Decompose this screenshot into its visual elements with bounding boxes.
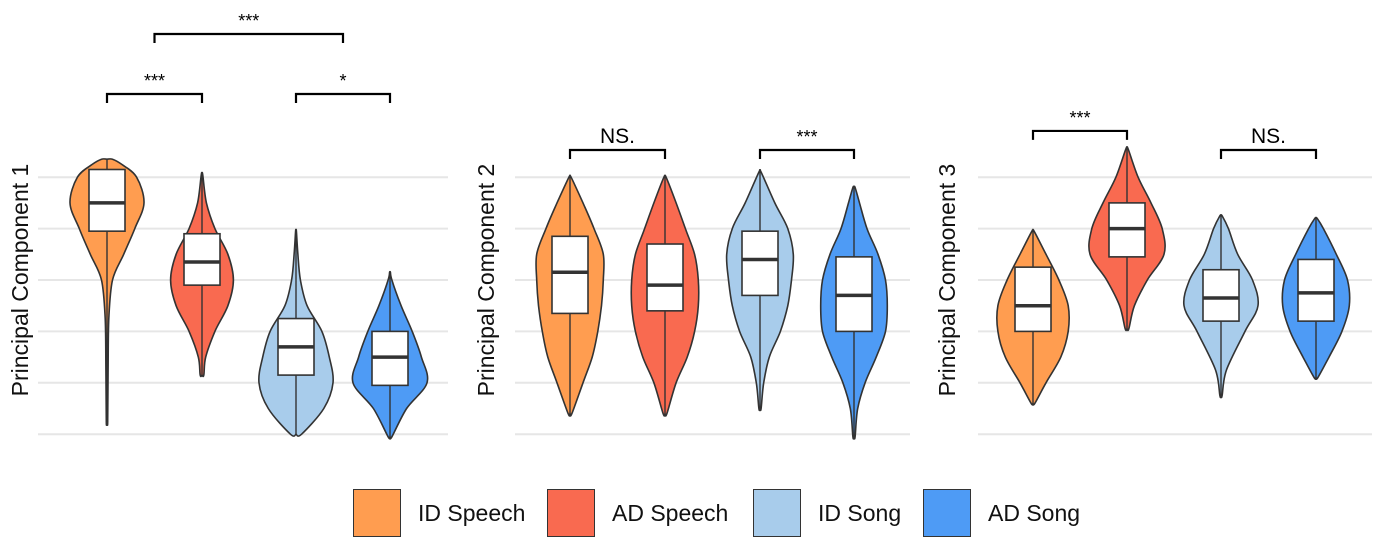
y-axis-label: Principal Component 3 [934,164,960,397]
y-axis-label: Principal Component 2 [473,164,499,397]
box-id-speech [88,168,126,232]
box-id-song [1202,268,1240,322]
y-axis-label: Principal Component 1 [7,164,33,397]
legend-swatch-id-song [753,489,801,537]
bracket-line [568,148,667,159]
bracket-line [153,32,345,43]
box-ad-speech [646,243,684,312]
legend-label-ad-song: AD Song [988,499,1081,526]
significance-label: *** [238,11,259,31]
box-id-speech [551,235,589,315]
box-ad-speech [183,232,221,286]
legend-label-id-song: ID Song [818,499,902,526]
legend-swatch-ad-song [923,489,971,537]
panel-3: Principal Component 3 *** NS. [934,108,1372,436]
panel-1: Principal Component 1*** **** [7,11,448,440]
box-id-song [741,230,779,297]
legend-item-ad-song: AD Song [923,488,1080,538]
bracket-line [1031,129,1129,140]
significance-bracket-id-speech-vs-id-song: *** [153,11,345,43]
bracket-line [105,92,204,103]
panel-2: Principal Component 2 NS. *** [473,125,910,440]
legend-item-ad-speech: AD Speech [547,488,728,538]
legend-item-id-speech: ID Speech [353,488,525,538]
bracket-line [1219,148,1318,159]
significance-bracket-id-speech-vs-ad-speech: NS. [568,125,667,159]
box-ad-song [1297,258,1335,322]
significance-label: NS. [600,125,635,148]
legend-swatch-id-speech [353,489,401,537]
legend: ID Speech AD Speech ID Song AD Song [0,488,1378,538]
legend-swatch-ad-speech [547,489,595,537]
box-id-speech [1014,266,1052,333]
significance-label: *** [144,71,165,91]
significance-bracket-id-speech-vs-ad-speech: *** [105,71,204,103]
significance-bracket-id-song-vs-ad-song: NS. [1219,125,1318,159]
significance-bracket-id-song-vs-ad-song: *** [758,127,856,159]
significance-bracket-id-speech-vs-ad-speech: *** [1031,108,1129,140]
legend-label-ad-speech: AD Speech [612,499,729,526]
bracket-line [758,148,856,159]
legend-label-id-speech: ID Speech [418,499,526,526]
significance-label: NS. [1251,125,1286,148]
significance-bracket-id-song-vs-ad-song: * [294,71,392,103]
legend-item-id-song: ID Song [753,488,901,538]
significance-label: *** [1069,108,1090,128]
significance-label: *** [796,127,817,147]
significance-label: * [339,71,346,91]
bracket-line [294,92,392,103]
